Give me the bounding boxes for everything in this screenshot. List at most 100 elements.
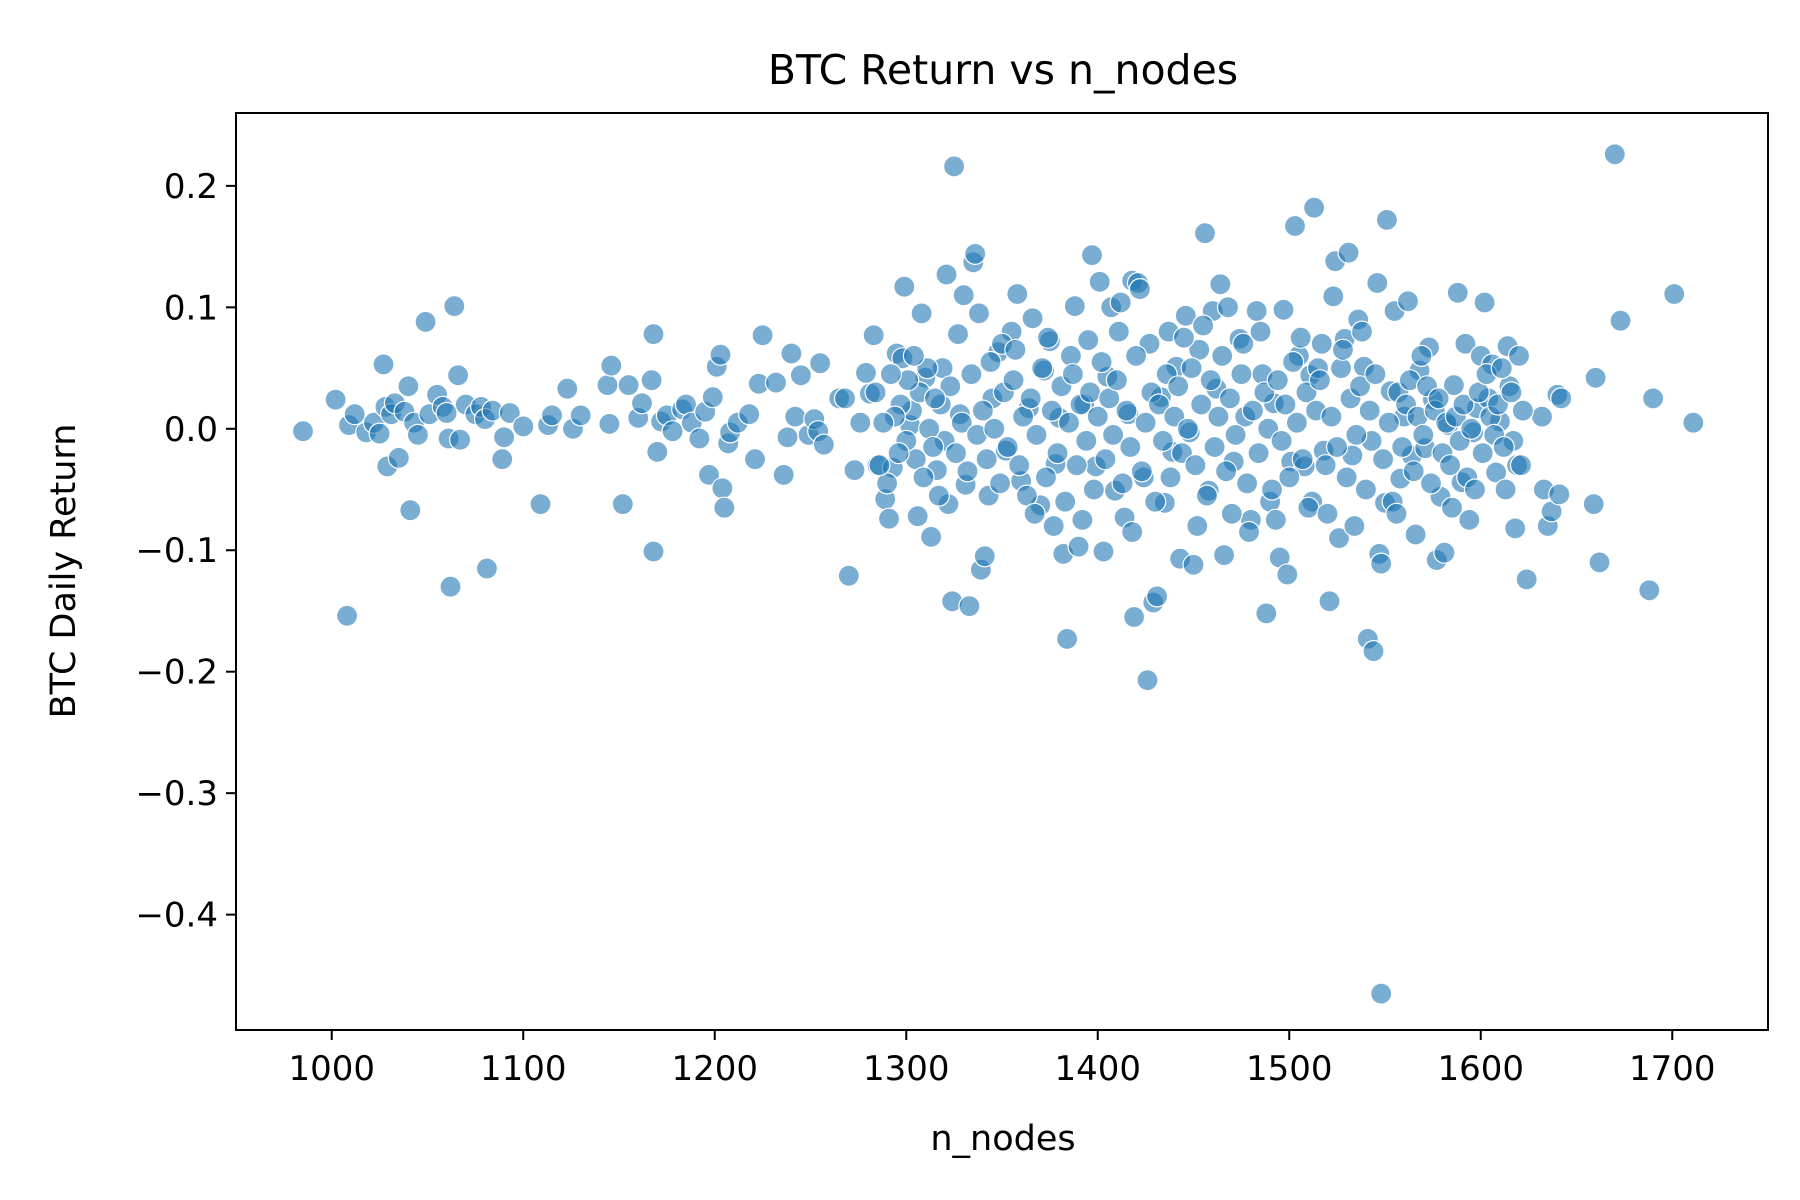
data-point xyxy=(1603,143,1626,166)
data-point xyxy=(1588,551,1611,574)
data-point xyxy=(868,454,891,477)
data-point xyxy=(772,463,795,486)
data-point xyxy=(1180,357,1203,380)
y-axis-ticks: −0.4 −0.3 −0.2 −0.1 0.0 0.1 0.2 xyxy=(135,167,236,936)
data-point xyxy=(1442,374,1466,397)
data-point xyxy=(988,472,1012,495)
data-point xyxy=(1325,435,1349,459)
data-point xyxy=(1124,344,1148,367)
data-point xyxy=(1285,411,1309,434)
data-point xyxy=(642,323,665,346)
x-tick-label: 1200 xyxy=(671,1049,758,1089)
data-point xyxy=(1511,399,1535,422)
data-point xyxy=(1092,540,1115,563)
data-point xyxy=(1255,602,1278,625)
data-point xyxy=(964,242,987,265)
data-point xyxy=(1327,526,1351,550)
data-point xyxy=(1134,411,1157,434)
data-point xyxy=(1174,304,1197,327)
data-point xyxy=(952,284,975,307)
data-point xyxy=(927,484,950,507)
data-point xyxy=(1278,466,1301,489)
data-point xyxy=(1308,369,1332,392)
data-point xyxy=(1463,478,1487,501)
data-point xyxy=(919,525,943,549)
y-tick-label: −0.2 xyxy=(135,653,218,693)
data-point xyxy=(1410,344,1433,367)
data-point xyxy=(701,386,724,409)
data-point xyxy=(1318,590,1341,613)
data-point xyxy=(1609,309,1632,332)
data-point xyxy=(1216,296,1240,319)
data-point xyxy=(1182,553,1205,576)
y-tick-label: 0.2 xyxy=(164,167,218,207)
x-tick-label: 1600 xyxy=(1437,1049,1524,1089)
data-point xyxy=(1320,405,1343,428)
data-point xyxy=(743,448,767,471)
data-point xyxy=(291,420,315,443)
data-point xyxy=(368,422,391,445)
data-point xyxy=(697,463,721,486)
data-point xyxy=(1128,278,1152,301)
data-point xyxy=(1004,338,1027,361)
data-point xyxy=(1471,442,1494,465)
data-point xyxy=(1385,502,1408,525)
data-point xyxy=(1218,387,1242,410)
y-tick-label: −0.4 xyxy=(135,896,218,936)
data-point xyxy=(1230,363,1253,386)
data-point xyxy=(1036,326,1060,349)
data-point xyxy=(1063,295,1086,318)
data-point xyxy=(1067,535,1090,558)
data-point xyxy=(372,353,395,376)
data-point xyxy=(1006,282,1029,306)
data-point xyxy=(1322,285,1345,308)
data-point xyxy=(475,557,498,580)
data-point xyxy=(1438,454,1462,477)
data-point xyxy=(996,435,1019,459)
data-point xyxy=(1075,429,1098,452)
data-point xyxy=(1212,543,1236,567)
data-point xyxy=(414,310,437,333)
data-point xyxy=(630,392,654,415)
data-point xyxy=(944,442,968,465)
data-point xyxy=(906,505,929,528)
data-point xyxy=(872,411,895,434)
data-point xyxy=(406,423,429,446)
data-point xyxy=(1460,417,1483,440)
data-point xyxy=(1195,484,1219,507)
data-point xyxy=(946,323,970,346)
data-point xyxy=(833,387,857,410)
data-point xyxy=(1145,585,1169,608)
data-point xyxy=(1484,461,1508,484)
y-tick-label: 0.0 xyxy=(164,410,218,450)
data-point xyxy=(1008,454,1031,477)
data-point xyxy=(849,411,872,434)
data-point xyxy=(921,435,945,459)
data-point xyxy=(640,369,663,392)
data-point xyxy=(1371,448,1395,471)
data-point xyxy=(1663,282,1686,306)
data-point xyxy=(1088,270,1111,293)
data-point xyxy=(942,155,966,178)
data-point xyxy=(854,361,878,384)
data-point xyxy=(1337,241,1360,264)
data-point xyxy=(1019,387,1042,410)
data-point xyxy=(1682,411,1705,434)
y-tick-label: −0.3 xyxy=(135,774,218,814)
chart-title: BTC Return vs n_nodes xyxy=(768,46,1238,94)
data-point xyxy=(1494,478,1517,501)
data-point xyxy=(975,448,998,471)
data-point xyxy=(343,403,366,426)
data-point xyxy=(1235,472,1259,495)
data-point xyxy=(1119,435,1142,459)
data-point xyxy=(1147,393,1171,416)
data-point xyxy=(1638,579,1661,602)
data-point xyxy=(661,420,684,443)
data-point xyxy=(776,426,799,449)
data-point xyxy=(1211,344,1234,367)
data-point xyxy=(1086,405,1109,428)
y-axis-label: BTC Daily Return xyxy=(44,424,84,719)
data-point xyxy=(1412,423,1435,446)
